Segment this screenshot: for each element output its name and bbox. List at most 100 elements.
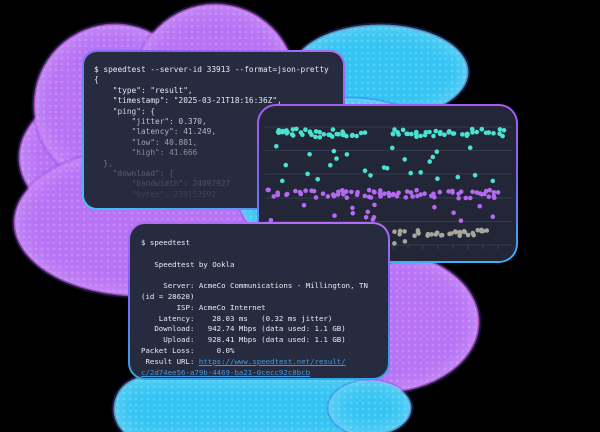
scatter-dot [425, 233, 430, 238]
scatter-dot [271, 194, 277, 199]
scatter-dot [456, 195, 461, 201]
scatter-dot [366, 194, 372, 200]
scatter-dot [458, 189, 464, 194]
scatter-dot [344, 189, 349, 194]
scatter-dot [477, 203, 482, 209]
scatter-dot [358, 130, 364, 136]
scatter-dot [408, 170, 413, 176]
terminal-line: Latency: 28.03 ms (0.32 ms jitter) [141, 313, 333, 323]
scatter-dot [434, 149, 440, 154]
scatter-dot [465, 232, 471, 238]
scatter-dot [311, 188, 317, 194]
scatter-dot [297, 189, 303, 195]
scatter-dot [344, 152, 350, 157]
scatter-dot [280, 178, 285, 184]
result-url-link[interactable]: https://www.speedtest.net/result/ [198, 356, 346, 366]
scatter-dot [400, 127, 406, 133]
scatter-dot [412, 233, 417, 238]
scatter-dot [362, 193, 368, 199]
result-url-link[interactable]: c/2d74ee56-a79b-4469-ba21-0cecc92c8bcb [141, 367, 311, 377]
scatter-dot [301, 203, 307, 208]
scatter-dot [317, 129, 322, 135]
scatter-dot [467, 145, 473, 150]
scatter-dot [390, 131, 396, 136]
terminal-line: Server: AcmeCo Communications - Millingt… [141, 281, 368, 291]
scatter-dot [392, 229, 397, 234]
scatter-dot [427, 159, 432, 164]
scatter-dot [501, 128, 507, 133]
scatter-dot [294, 126, 299, 132]
scatter-dot [408, 190, 414, 195]
scatter-dot [451, 210, 456, 216]
scatter-dot [402, 239, 408, 244]
scatter-dot [418, 192, 423, 197]
scatter-dot [447, 231, 452, 237]
scatter-dot [450, 188, 455, 194]
scatter-dot [362, 168, 368, 173]
scatter-dot [325, 194, 331, 199]
scatter-dot [334, 156, 339, 161]
scatter-dot [404, 131, 409, 137]
scatter-dot [465, 131, 470, 137]
scatter-dot [392, 241, 397, 246]
scatter-dot [340, 188, 345, 193]
scatter-dot [274, 144, 279, 149]
terminal-line [141, 270, 378, 281]
scatter-dot [397, 228, 403, 234]
terminal-line: $ speedtest --server-id 33913 --format=j… [94, 65, 329, 74]
scatter-dot [350, 210, 356, 216]
terminal-line: Download: 942.74 Mbps (data used: 1.1 GB… [141, 324, 346, 334]
scatter-dot [293, 188, 298, 194]
scatter-dot [483, 188, 489, 194]
scatter-dot [386, 190, 391, 196]
scatter-dot [500, 133, 505, 139]
scatter-dot [422, 191, 427, 196]
scatter-dot [331, 193, 337, 199]
scatter-dot [455, 174, 461, 180]
scatter-dot [395, 130, 400, 135]
scatter-dot [460, 132, 465, 137]
scatter-dot [355, 189, 360, 195]
scatter-dot [366, 187, 372, 193]
scatter-dot [486, 194, 492, 199]
scatter-dot [336, 132, 341, 137]
scatter-dot [461, 228, 467, 234]
scatter-dot [307, 152, 312, 157]
scatter-dot [472, 172, 478, 178]
scatter-dot [368, 173, 373, 178]
scatter-dot [265, 187, 271, 193]
scatter-dot [447, 129, 452, 134]
terminal-line: { [94, 75, 99, 85]
scatter-dot [497, 127, 503, 132]
scatter-dot [486, 130, 492, 135]
scatter-dot [418, 170, 423, 175]
scatter-dot [321, 132, 327, 137]
scatter-dot [344, 195, 350, 200]
scatter-dot [403, 195, 409, 200]
scatter-dot [365, 209, 371, 215]
scatter-dot [362, 130, 368, 135]
scatter-dot [470, 130, 475, 135]
scatter-dot [429, 232, 434, 237]
terminal-line: c/2d74ee56-a79b-4469-ba21-0cecc92c8bcb [141, 368, 378, 378]
scatter-dot [313, 134, 318, 140]
scatter-dot [394, 193, 400, 198]
scatter-dot [457, 233, 462, 238]
scatter-dot [363, 215, 369, 220]
scatter-dot [409, 131, 414, 137]
scatter-dot [392, 127, 397, 132]
scatter-dot [372, 202, 377, 208]
scatter-dot [350, 205, 355, 211]
terminal-line: Speedtest by Ookla [141, 259, 235, 269]
scatter-dot [313, 195, 319, 200]
terminal-line: (id = 28620) [141, 291, 195, 301]
scatter-dot [491, 131, 496, 136]
scatter-dot [285, 129, 290, 135]
scatter-dot [479, 126, 485, 132]
scatter-dot [377, 191, 383, 196]
scatter-dot [317, 135, 323, 140]
scatter-dot [434, 230, 440, 236]
cloud-blob [330, 382, 410, 432]
scatter-dot [463, 195, 469, 201]
scatter-dot [300, 132, 305, 138]
